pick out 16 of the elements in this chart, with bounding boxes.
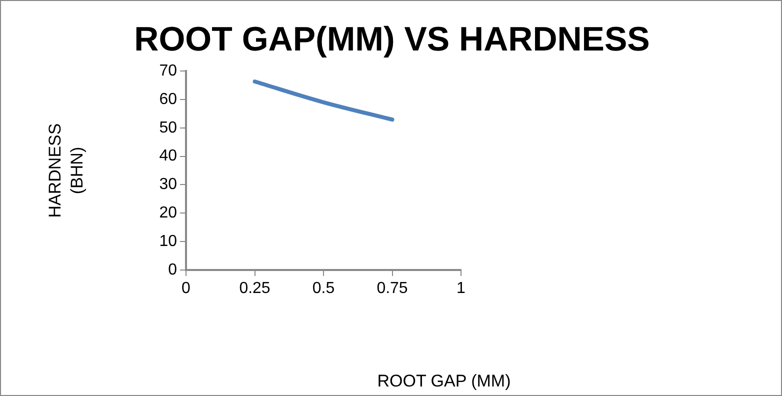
- x-axis-title: ROOT GAP (MM): [377, 372, 511, 391]
- x-tick-label: 1: [456, 280, 466, 298]
- x-tick-label: 0.25: [239, 280, 270, 298]
- y-tick-label: 70: [159, 62, 178, 80]
- x-tick-label: 0.75: [376, 280, 408, 298]
- y-tick-label: 40: [159, 148, 178, 165]
- y-tick-label: 60: [159, 90, 178, 108]
- y-tick-label: 50: [159, 119, 178, 136]
- y-tick-label: 0: [168, 261, 178, 278]
- y-tick-label: 20: [159, 204, 178, 222]
- y-tick-label: 30: [159, 176, 178, 194]
- chart-title: ROOT GAP(MM) VS HARDNESS: [134, 20, 650, 58]
- x-tick-label: 0: [182, 280, 191, 298]
- y-tick-label: 10: [159, 232, 178, 250]
- x-tick-label: 0.5: [312, 280, 335, 298]
- y-axis-title: HARDNESS (BHN): [46, 123, 87, 218]
